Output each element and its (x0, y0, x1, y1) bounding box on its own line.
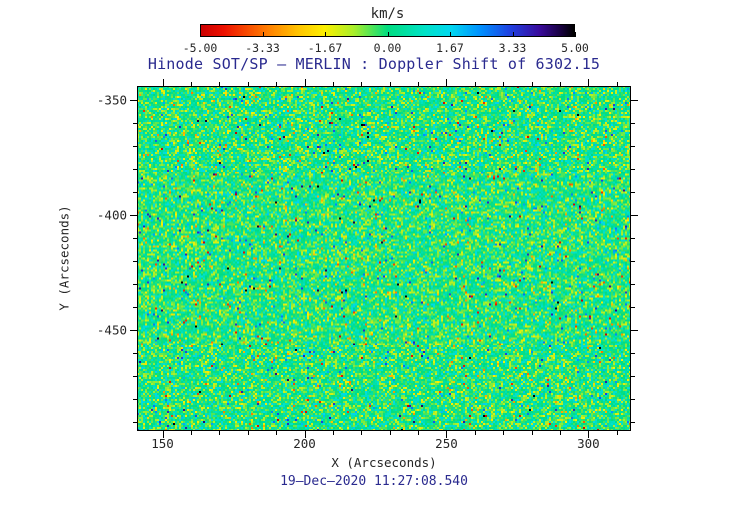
y-axis-tick (631, 168, 635, 170)
y-axis-tick (631, 122, 635, 124)
x-axis-tick (304, 79, 306, 86)
x-axis-tick (332, 431, 334, 435)
x-axis-tick (588, 431, 590, 438)
plot-title: Hinode SOT/SP — MERLIN : Doppler Shift o… (147, 55, 601, 73)
colorbar-tick-label: 0.00 (373, 41, 402, 55)
x-axis-tick (503, 431, 505, 435)
x-axis-tick (418, 82, 420, 86)
x-tick-label: 150 (151, 436, 174, 451)
x-axis-tick (418, 431, 420, 435)
x-axis-tick (531, 82, 533, 86)
x-axis-tick (162, 431, 164, 438)
doppler-heatmap (137, 86, 631, 431)
y-axis-tick (631, 260, 635, 262)
y-tick-label: -450 (96, 322, 127, 338)
x-axis-tick (560, 82, 562, 86)
y-axis-tick (133, 168, 137, 170)
x-axis-tick (247, 82, 249, 86)
colorbar-tick-label: -3.33 (245, 41, 280, 55)
x-axis-tick (531, 431, 533, 435)
colorbar-tick-label: 5.00 (561, 41, 589, 55)
y-axis-tick (133, 352, 137, 354)
x-axis-tick (304, 431, 306, 438)
y-axis-tick (631, 237, 635, 239)
y-axis-tick (133, 260, 137, 262)
y-tick-label: -350 (96, 92, 127, 108)
y-axis-tick (631, 283, 635, 285)
y-axis-tick (631, 329, 638, 331)
x-axis-tick (389, 82, 391, 86)
y-axis-tick (631, 191, 635, 193)
colorbar-tick (450, 32, 451, 37)
x-axis-tick (361, 431, 363, 435)
colorbar-tick (200, 32, 201, 37)
x-axis-tick (474, 82, 476, 86)
y-axis-tick (133, 421, 137, 423)
x-tick-label: 300 (577, 436, 600, 451)
colorbar-tick-label: -1.67 (307, 41, 343, 55)
y-axis-tick (631, 306, 635, 308)
x-axis-label: X (Arcseconds) (331, 455, 437, 470)
x-axis-tick (276, 82, 278, 86)
x-axis-tick (446, 431, 448, 438)
x-axis-tick (503, 82, 505, 86)
y-axis-tick (631, 375, 635, 377)
x-axis-tick (219, 82, 221, 86)
observation-timestamp: 19—Dec—2020 11:27:08.540 (280, 474, 468, 489)
colorbar-tick-label: 1.67 (436, 41, 464, 55)
y-axis-label: Y (Arcseconds) (56, 205, 72, 311)
y-axis-tick (133, 145, 137, 147)
x-axis-tick (446, 79, 448, 86)
y-axis-tick (133, 375, 137, 377)
x-axis-tick (616, 431, 618, 435)
colorbar-tick (512, 32, 514, 37)
y-axis-tick (133, 283, 137, 285)
x-axis-tick (389, 431, 391, 435)
colorbar-tick (387, 32, 389, 37)
y-axis-tick (631, 352, 635, 354)
y-tick-label: -400 (96, 207, 127, 223)
x-tick-label: 200 (293, 436, 316, 451)
x-axis-tick (332, 82, 334, 86)
y-axis-tick (130, 214, 137, 216)
y-axis-tick (133, 306, 137, 308)
y-axis-tick (631, 99, 638, 101)
x-axis-tick (361, 82, 363, 86)
x-axis-tick (162, 79, 164, 86)
y-axis-tick (133, 122, 137, 124)
y-axis-tick (631, 214, 638, 216)
y-axis-tick (133, 191, 137, 193)
y-axis-tick (631, 145, 635, 147)
x-axis-tick (616, 82, 618, 86)
x-tick-label: 250 (435, 436, 458, 451)
y-axis-tick (631, 398, 635, 400)
colorbar-tick-label: -5.00 (182, 41, 218, 55)
x-axis-tick (190, 431, 192, 435)
y-axis-tick (133, 237, 137, 239)
colorbar-tick (325, 32, 326, 37)
colorbar-tick (575, 32, 576, 37)
colorbar-tick-label: 3.33 (498, 41, 527, 55)
y-axis-tick (631, 421, 635, 423)
colorbar-tick (262, 32, 264, 37)
x-axis-tick (560, 431, 562, 435)
y-axis-tick (133, 398, 137, 400)
y-axis-tick (130, 99, 137, 101)
colorbar-unit-label: km/s (370, 6, 405, 22)
x-axis-tick (474, 431, 476, 435)
x-axis-tick (190, 82, 192, 86)
x-axis-tick (219, 431, 221, 435)
x-axis-tick (588, 79, 590, 86)
x-axis-tick (247, 431, 249, 435)
x-axis-tick (276, 431, 278, 435)
y-axis-tick (130, 329, 137, 331)
